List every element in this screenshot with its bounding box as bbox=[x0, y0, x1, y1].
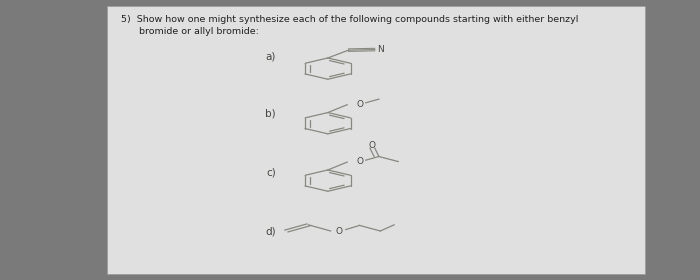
Text: 5)  Show how one might synthesize each of the following compounds starting with : 5) Show how one might synthesize each of… bbox=[121, 15, 578, 36]
Text: O: O bbox=[356, 100, 363, 109]
Text: c): c) bbox=[266, 167, 276, 177]
Text: d): d) bbox=[265, 226, 276, 236]
Text: a): a) bbox=[266, 51, 276, 61]
Text: O: O bbox=[356, 157, 363, 166]
Text: N: N bbox=[377, 45, 384, 54]
Text: b): b) bbox=[265, 108, 276, 118]
Text: O: O bbox=[335, 227, 342, 235]
Text: O: O bbox=[368, 141, 375, 150]
FancyBboxPatch shape bbox=[107, 6, 645, 274]
